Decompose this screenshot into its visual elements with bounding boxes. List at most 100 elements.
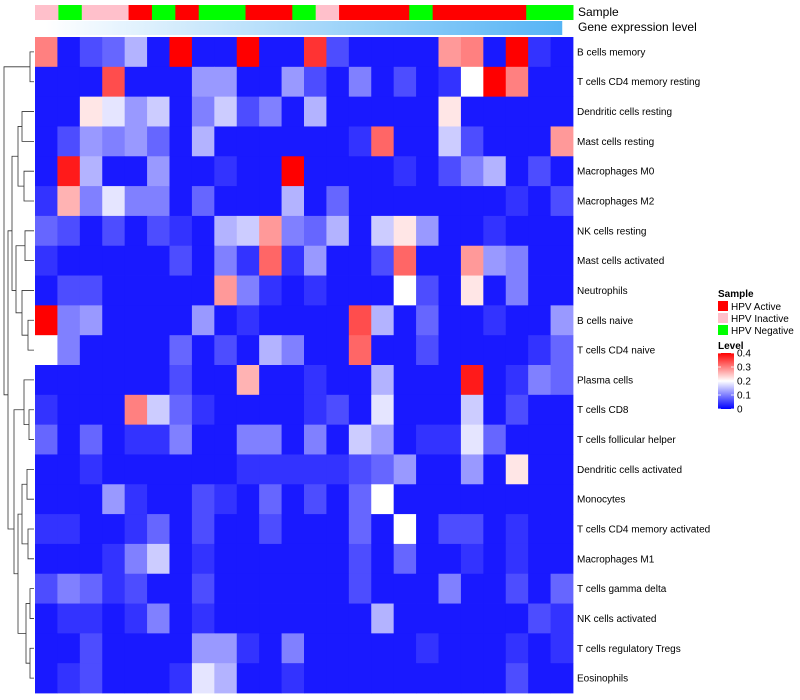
heatmap-cell bbox=[416, 275, 439, 306]
heatmap-cell bbox=[416, 305, 439, 336]
heatmap-cell bbox=[460, 484, 484, 515]
heatmap-cell bbox=[35, 305, 58, 336]
dendrogram-link bbox=[29, 51, 34, 83]
level-tick-label: 0.2 bbox=[737, 377, 751, 388]
heatmap-cell bbox=[35, 365, 58, 396]
row-label-plasma-cells: Plasma cells bbox=[577, 375, 633, 386]
heatmap-cell bbox=[483, 186, 507, 217]
heatmap-cell bbox=[214, 484, 238, 515]
heatmap-cell bbox=[550, 365, 574, 396]
heatmap-cell bbox=[528, 156, 551, 187]
dendrogram-link bbox=[24, 230, 34, 262]
heatmap-cell bbox=[236, 305, 260, 336]
heatmap-cell bbox=[191, 37, 215, 68]
heatmap-cell bbox=[438, 573, 462, 604]
heatmap-cell bbox=[528, 394, 551, 426]
heatmap-cell bbox=[438, 484, 462, 515]
heatmap-cell bbox=[259, 394, 282, 426]
heatmap-cell bbox=[460, 186, 484, 217]
sample-annotation-cell bbox=[549, 5, 574, 20]
heatmap-cell bbox=[35, 484, 58, 515]
level-tick-label: 0.3 bbox=[737, 363, 751, 374]
heatmap-cell bbox=[416, 37, 439, 68]
heatmap-cell bbox=[550, 66, 574, 98]
heatmap-cell bbox=[505, 245, 529, 276]
row-label-b-cells-memory: B cells memory bbox=[577, 47, 645, 58]
heatmap-cell bbox=[371, 514, 395, 545]
heatmap-cell bbox=[438, 66, 462, 98]
row-label-t-cells-gamma-delta: T cells gamma delta bbox=[577, 584, 667, 595]
heatmap-cell bbox=[57, 66, 81, 98]
heatmap-cell bbox=[528, 37, 551, 68]
heatmap-cell bbox=[169, 663, 193, 694]
heatmap-cell bbox=[416, 454, 439, 485]
heatmap-cell bbox=[236, 543, 260, 575]
heatmap-cell bbox=[505, 394, 529, 426]
sample-annotation-track bbox=[35, 5, 574, 20]
heatmap-cell bbox=[35, 186, 58, 217]
heatmap-cell bbox=[281, 305, 305, 336]
heatmap-cell bbox=[57, 305, 81, 336]
heatmap-cell bbox=[236, 126, 260, 157]
heatmap-cell bbox=[57, 633, 81, 664]
heatmap-cell bbox=[326, 484, 350, 515]
heatmap-cell bbox=[550, 424, 574, 455]
heatmap-cell bbox=[35, 633, 58, 664]
heatmap-cell bbox=[236, 186, 260, 217]
heatmap-cell bbox=[147, 126, 170, 157]
heatmap-cell bbox=[438, 245, 462, 276]
heatmap-cell bbox=[348, 186, 372, 217]
sample-annotation-cell bbox=[198, 5, 223, 20]
heatmap-cell bbox=[191, 245, 215, 276]
heatmap-cell bbox=[79, 245, 103, 276]
heatmap-cell bbox=[348, 603, 372, 634]
heatmap-cell bbox=[304, 215, 327, 247]
heatmap-cell bbox=[393, 365, 417, 396]
sample-annotation-cell bbox=[245, 5, 270, 20]
heatmap-cell bbox=[35, 37, 58, 68]
heatmap-cell bbox=[259, 245, 282, 276]
heatmap-cell bbox=[416, 424, 439, 455]
heatmap-cell bbox=[505, 215, 529, 247]
sample-annotation-cell bbox=[385, 5, 410, 20]
heatmap-cell bbox=[348, 573, 372, 604]
heatmap-cell bbox=[371, 454, 395, 485]
heatmap-cell bbox=[460, 573, 484, 604]
row-label-macrophages-m1: Macrophages M1 bbox=[577, 554, 655, 565]
sample-annotation-cell bbox=[479, 5, 504, 20]
heatmap-cell bbox=[326, 156, 350, 187]
heatmap-cell bbox=[438, 365, 462, 396]
heatmap-cell bbox=[57, 275, 81, 306]
heatmap-cell bbox=[281, 365, 305, 396]
heatmap-cell bbox=[35, 454, 58, 485]
heatmap-cell bbox=[393, 96, 417, 127]
row-label-nk-cells-activated: NK cells activated bbox=[577, 614, 656, 625]
heatmap-cell bbox=[191, 663, 215, 694]
heatmap-cell bbox=[483, 424, 507, 455]
heatmap-cell bbox=[528, 514, 551, 545]
heatmap-cell bbox=[236, 484, 260, 515]
heatmap-cell bbox=[57, 126, 81, 157]
heatmap-cell bbox=[57, 156, 81, 187]
heatmap-cell bbox=[124, 126, 148, 157]
heatmap-cell bbox=[102, 186, 126, 217]
heatmap-cell bbox=[393, 275, 417, 306]
heatmap-cell bbox=[124, 215, 148, 247]
sample-annotation-cell bbox=[502, 5, 527, 20]
heatmap-cell bbox=[483, 454, 507, 485]
heatmap-cell bbox=[304, 66, 327, 98]
sample-annotation-cell bbox=[268, 5, 293, 20]
heatmap-cell bbox=[505, 305, 529, 336]
heatmap-cell bbox=[371, 156, 395, 187]
heatmap-cell bbox=[57, 663, 81, 694]
heatmap-cell bbox=[393, 573, 417, 604]
heatmap-cell bbox=[169, 66, 193, 98]
heatmap-cell bbox=[348, 394, 372, 426]
heatmap-cell bbox=[169, 454, 193, 485]
heatmap-cell bbox=[259, 126, 282, 157]
heatmap-cell bbox=[393, 126, 417, 157]
heatmap-cell bbox=[505, 66, 529, 98]
heatmap-cell bbox=[147, 633, 170, 664]
heatmap-cell bbox=[259, 454, 282, 485]
sample-annotation-cell bbox=[105, 5, 130, 20]
